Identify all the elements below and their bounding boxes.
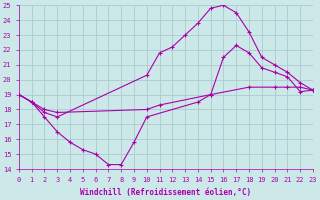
- X-axis label: Windchill (Refroidissement éolien,°C): Windchill (Refroidissement éolien,°C): [80, 188, 252, 197]
